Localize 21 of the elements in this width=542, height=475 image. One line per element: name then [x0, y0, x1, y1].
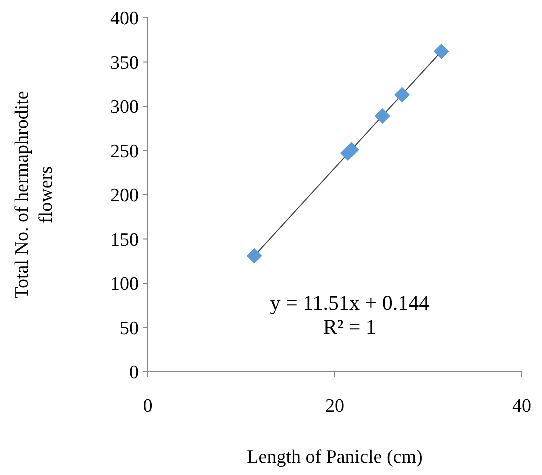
annotation: y = 11.51x + 0.144 [270, 291, 430, 316]
y-tick-label: 250 [110, 141, 139, 162]
x-axis-title: Length of Panicle (cm) [247, 447, 423, 468]
point [246, 248, 262, 264]
y-tick-label: 50 [120, 318, 139, 340]
y-tick-label: 300 [110, 97, 139, 118]
x-tick-label: 40 [512, 396, 532, 417]
y-tick-label: 0 [130, 362, 139, 384]
y-tick-label: 350 [110, 52, 139, 74]
y-tick-label: 100 [110, 274, 139, 296]
point [434, 44, 450, 60]
y-tick-label: 400 [110, 8, 139, 30]
y-tick-label: 200 [110, 186, 139, 207]
annotation: R² = 1 [323, 315, 377, 340]
point [374, 108, 390, 124]
y-tick-label: 150 [110, 230, 139, 251]
x-tick-label: 0 [143, 396, 153, 417]
point [394, 87, 410, 103]
x-tick-label: 20 [326, 396, 344, 417]
y-axis-title: Total No. of hermaphrodite flowers [12, 91, 57, 299]
point [344, 142, 360, 158]
